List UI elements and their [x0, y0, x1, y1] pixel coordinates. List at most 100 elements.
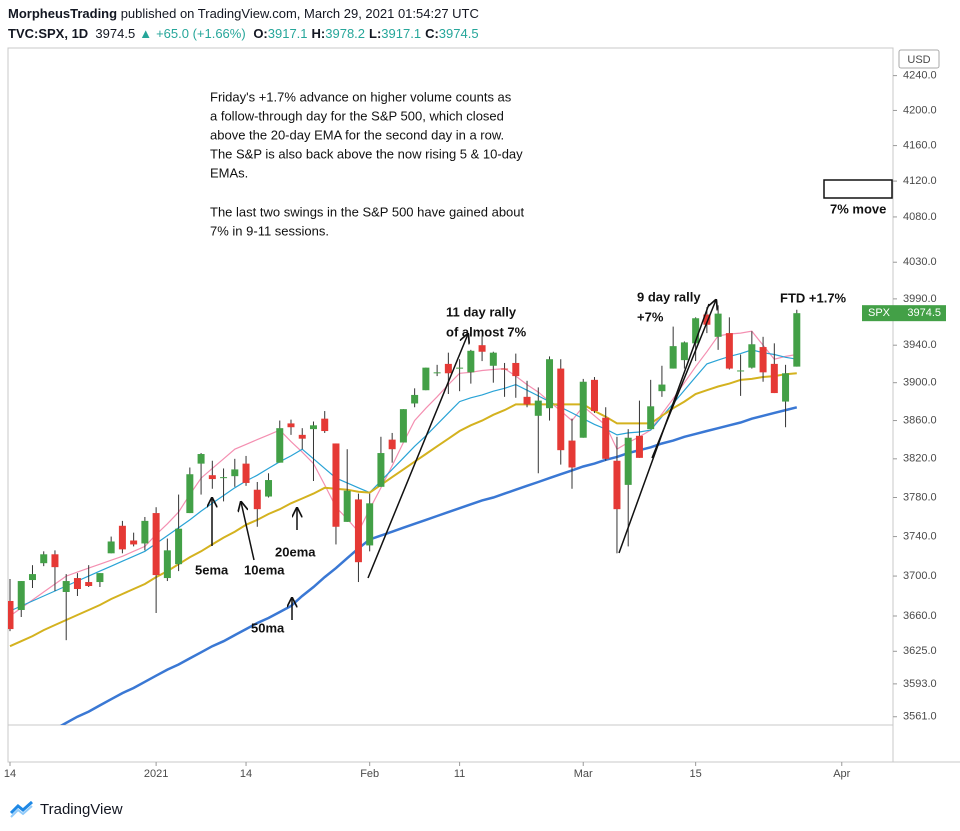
y-tick-label: 3820.0	[903, 453, 937, 465]
note-line: 7% in 9-11 sessions.	[210, 223, 329, 238]
candle-body	[388, 439, 396, 450]
candle-body	[242, 463, 250, 483]
candle-body	[422, 367, 430, 391]
chart: USD 4240.0 4200.0 4160.0 4120.0 4080.0 4030.0…	[4, 47, 960, 780]
candle-body	[501, 368, 509, 370]
candle-body	[456, 367, 464, 369]
candle-body	[8, 600, 14, 630]
ohlc-label: L:	[369, 26, 382, 41]
candle-body	[141, 520, 149, 544]
candle-body	[658, 384, 666, 392]
footer: TradingView	[10, 800, 123, 818]
candle-body	[759, 347, 767, 373]
rally-arrow	[651, 300, 716, 459]
price-tag-value: 3974.5	[907, 307, 941, 319]
note-line: Friday's +1.7% advance on higher volume …	[210, 89, 512, 104]
ohlc-value: 3978.2	[325, 26, 366, 41]
brand: TradingView	[40, 800, 123, 818]
plot-frame	[7, 47, 894, 763]
rally-label: 9 day rally	[637, 289, 701, 304]
published: published on TradingView.com, March 29, …	[120, 6, 479, 21]
y-tick-label: 3900.0	[903, 377, 937, 389]
candle-body	[73, 578, 81, 590]
candle-body	[175, 528, 183, 565]
candle-body	[163, 550, 171, 579]
candle-body	[276, 428, 284, 463]
currency: USD	[907, 54, 930, 66]
candle-body	[512, 362, 520, 377]
candle-body	[332, 443, 340, 527]
candle-body	[40, 554, 48, 564]
candle-body	[28, 574, 36, 581]
last: 3974.5	[95, 26, 136, 41]
candle-body	[489, 352, 497, 366]
ftd-label: FTD +1.7%	[780, 290, 847, 305]
note-line: EMAs.	[210, 165, 248, 180]
price-tag-symbol: SPX	[868, 307, 891, 319]
candle-body	[782, 373, 790, 402]
ohlc: O:3917.1 H:3978.2 L:3917.1 C:3974.5	[253, 26, 482, 41]
ohlc-label: H:	[311, 26, 326, 41]
ohlc-label: O:	[253, 26, 268, 41]
candle-body	[613, 460, 621, 510]
x-tick-label: Feb	[360, 768, 379, 780]
y-tick-label: 3940.0	[903, 339, 937, 351]
candle-body	[669, 346, 677, 369]
x-tick-label: Mar	[574, 768, 593, 780]
candle-body	[62, 581, 70, 592]
brand-logo	[10, 800, 33, 818]
symbol: TVC:SPX, 1D	[8, 26, 89, 41]
candle-body	[546, 359, 554, 409]
candle-body	[399, 409, 407, 443]
note-line: The S&P is also back above the now risin…	[210, 146, 523, 161]
candle-body	[96, 573, 104, 583]
candle-body	[186, 474, 194, 514]
candle-body	[703, 314, 711, 325]
candle-body	[253, 489, 261, 510]
y-tick-label: 3860.0	[903, 414, 937, 426]
candle-body	[51, 554, 59, 568]
note-line: a follow-through day for the S&P 500, wh…	[210, 108, 504, 123]
candle-body	[220, 477, 228, 479]
move-label: 7% move	[830, 201, 886, 216]
candle-body	[523, 396, 531, 405]
up-arrow: ▲	[139, 26, 153, 41]
ema-label: 5ema	[195, 562, 229, 577]
candle-body	[366, 503, 374, 546]
y-tick-label: 4080.0	[903, 211, 937, 223]
candle-body	[534, 400, 542, 416]
candle-body	[680, 342, 688, 361]
x-tick-label: 14	[4, 768, 16, 780]
candle-body	[411, 394, 419, 404]
price-tag	[862, 305, 946, 322]
candle-body	[725, 333, 733, 369]
ema-label: 20ema	[275, 544, 316, 559]
y-tick-label: 3593.0	[903, 678, 937, 690]
y-tick-label: 3561.0	[903, 711, 937, 723]
candle-body	[309, 425, 317, 430]
candle-body	[107, 541, 115, 554]
y-tick-label: 3990.0	[903, 293, 937, 305]
y-tick-label: 4240.0	[903, 70, 937, 82]
note-line: above the 20-day EMA for the second day …	[210, 127, 504, 142]
candle-body	[478, 345, 486, 352]
y-tick-label: 3740.0	[903, 530, 937, 542]
ema-label: 10ema	[244, 562, 285, 577]
candle-body	[208, 475, 216, 480]
note-line: The last two swings in the S&P 500 have …	[210, 204, 525, 219]
candle-body	[692, 318, 700, 344]
candle-body	[770, 363, 778, 394]
y-tick-label: 4120.0	[903, 175, 937, 187]
candle-body	[467, 350, 475, 373]
y-tick-label: 3660.0	[903, 610, 937, 622]
candle-body	[231, 469, 239, 477]
candle-body	[624, 437, 632, 485]
candle-body	[118, 525, 126, 550]
rally-label: +7%	[637, 309, 664, 324]
rally-arrow	[367, 334, 468, 579]
axes: 4240.0 4200.0 4160.0 4120.0 4080.0 4030.0 3990…	[4, 70, 946, 780]
move-box	[823, 179, 893, 199]
candle-body	[197, 454, 205, 464]
currency-box	[898, 49, 940, 69]
